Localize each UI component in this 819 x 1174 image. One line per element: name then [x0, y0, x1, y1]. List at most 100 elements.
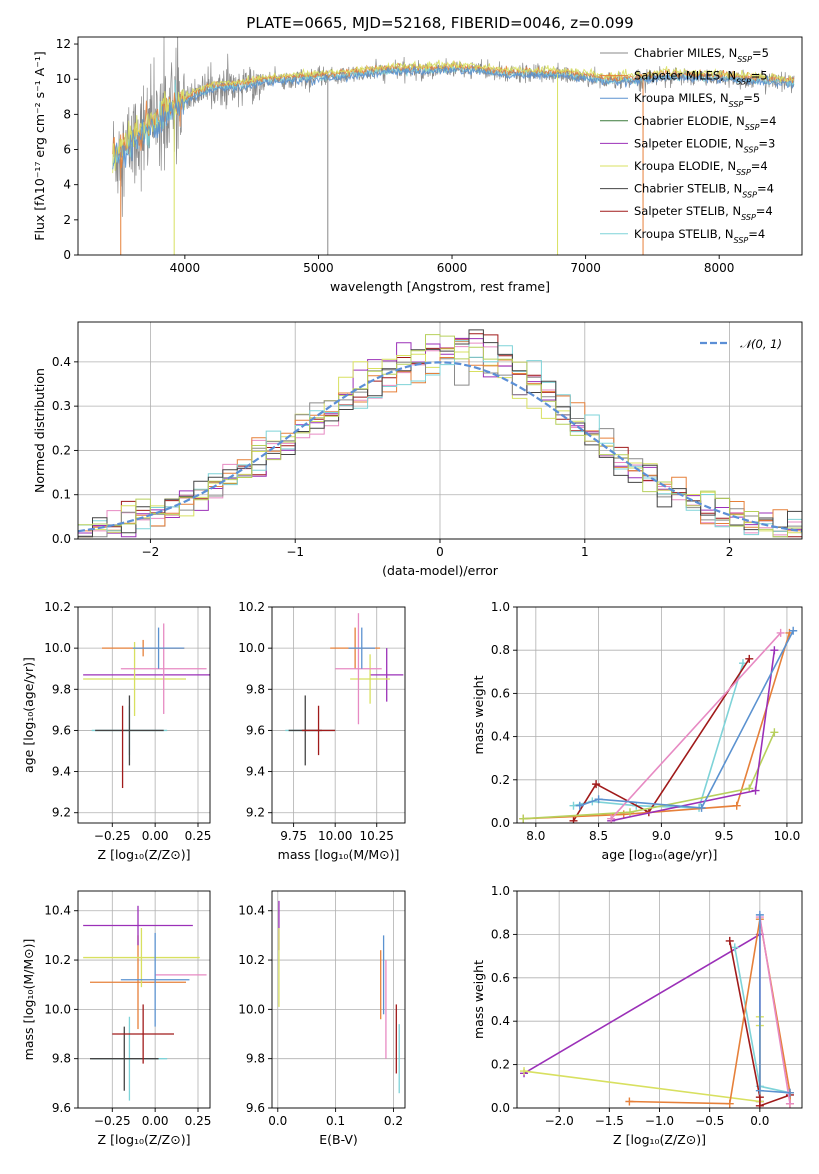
- weight-vs-age-xtick-label: 8.5: [589, 829, 608, 843]
- mass-vs-z-ytick-label: 9.8: [52, 1052, 71, 1066]
- weight-series-marker: [592, 780, 601, 789]
- legend-label: Kroupa ELODIE, NSSP=4: [634, 159, 768, 177]
- weight-series-marker: [785, 1088, 794, 1097]
- mass-vs-ebv-points: [278, 900, 400, 1094]
- weight-vs-z-ytick-label: 0.4: [491, 1014, 510, 1028]
- weight-vs-z-lines: [520, 910, 794, 1108]
- weight-series-marker: [755, 910, 764, 919]
- mass-vs-z-ylabel: mass [log₁₀(M/M⊙)]: [21, 939, 36, 1061]
- mass-vs-z-points: [83, 905, 207, 1101]
- mass-vs-ebv-xtick-label: 0.0: [268, 1114, 287, 1128]
- residuals-ytick-label: 0.1: [52, 488, 71, 502]
- legend-label: Salpeter MILES, NSSP=5: [634, 69, 768, 87]
- legend-label: Kroupa STELIB, NSSP=4: [634, 227, 765, 245]
- age-vs-mass-xlabel: mass [log₁₀(M/M⊙)]: [278, 847, 400, 862]
- mass-vs-ebv-grid: [272, 891, 405, 1109]
- spectrum-ytick-label: 10: [56, 72, 71, 86]
- spectrum-ytick-label: 6: [63, 143, 71, 157]
- weight-vs-z-xtick-label: −1.5: [595, 1114, 624, 1128]
- residuals-xtick-label: 0: [436, 545, 444, 559]
- legend-label: Kroupa MILES, NSSP=5: [634, 91, 760, 109]
- age-vs-mass-frame: [271, 606, 406, 824]
- weight-vs-age-ytick-label: 1.0: [491, 600, 510, 614]
- weight-vs-age-ytick-label: 0.8: [491, 643, 510, 657]
- mass-vs-z-grid: [78, 891, 210, 1109]
- age-vs-z-xtick-label: −0.25: [94, 829, 131, 843]
- weight-vs-z-xtick-label: 0.0: [750, 1114, 769, 1128]
- weight-series-marker: [575, 801, 584, 810]
- mass-vs-ebv-xtick-label: 0.1: [326, 1114, 345, 1128]
- spectrum-xtick-label: 6000: [437, 261, 468, 275]
- legend-label: Chabrier ELODIE, NSSP=4: [634, 114, 776, 132]
- weight-series-marker: [770, 646, 779, 655]
- legend-label: 𝒩(0, 1): [740, 337, 782, 351]
- age-vs-z-ytick-label: 9.8: [52, 682, 71, 696]
- spectrum-xtick-label: 7000: [570, 261, 601, 275]
- spectrum-xlabel: wavelength [Angstrom, rest frame]: [330, 279, 550, 294]
- weight-series-marker: [619, 810, 628, 819]
- mass-vs-z-xtick-label: −0.25: [94, 1114, 131, 1128]
- age-vs-mass-ytick-label: 10.2: [238, 600, 265, 614]
- weight-series-line: [759, 916, 791, 1104]
- figure-title: PLATE=0665, MJD=52168, FIBERID=0046, z=0…: [246, 14, 633, 32]
- residuals-hist: [78, 329, 802, 538]
- residuals-ylabel: Normed distribution: [32, 368, 47, 493]
- weight-series-marker: [770, 728, 779, 737]
- mass-vs-ebv-ytick-label: 10.0: [238, 1002, 265, 1016]
- weight-series-marker: [594, 795, 603, 804]
- spectrum-ytick-label: 2: [63, 213, 71, 227]
- residuals-axes: −2 −1 0 1 2 0.0 0.1 0.2 0.3 0.4 (data-model)/error…: [32, 322, 802, 578]
- weight-series-marker: [755, 1086, 764, 1095]
- weight-series-marker: [519, 814, 528, 823]
- legend-label: Chabrier MILES, NSSP=5: [634, 46, 769, 64]
- residuals-ytick-label: 0.3: [52, 399, 71, 413]
- weight-series-marker: [725, 936, 734, 945]
- weight-vs-z-xtick-label: −0.5: [695, 1114, 724, 1128]
- weight-series-marker: [730, 943, 739, 952]
- weight-series-marker: [625, 808, 634, 817]
- spectrum-lines: [112, 37, 795, 255]
- spectrum-ytick-label: 12: [56, 37, 71, 51]
- weight-series-marker: [751, 786, 760, 795]
- mass-vs-z-xlabel: Z [log₁₀(Z/Z⊙)]: [98, 1132, 191, 1147]
- residuals-ytick-label: 0.0: [52, 532, 71, 546]
- spectrum-ytick-label: 8: [63, 107, 71, 121]
- weight-vs-z-ytick-label: 0.6: [491, 971, 510, 985]
- weight-series-marker: [520, 1067, 529, 1076]
- residuals-xtick-label: −2: [142, 545, 160, 559]
- mass-vs-ebv-xtick-label: 0.2: [384, 1114, 403, 1128]
- age-vs-mass-xtick-label: 10.25: [360, 829, 394, 843]
- residuals-xlabel: (data-model)/error: [382, 563, 499, 578]
- legend-label: Salpeter ELODIE, NSSP=3: [634, 136, 775, 154]
- residuals-hist-series: [78, 329, 802, 538]
- weight-vs-z-ytick-label: 0.0: [491, 1101, 510, 1115]
- spectrum-ytick-label: 0: [63, 248, 71, 262]
- spectrum-frame: [77, 36, 803, 256]
- spectrum-xtick-label: 5000: [303, 261, 334, 275]
- age-vs-z-ytick-label: 9.2: [52, 806, 71, 820]
- residuals-xtick-label: 2: [726, 545, 734, 559]
- age-vs-z-axes: −0.25 0.00 0.25 9.2 9.4 9.6 9.8 10.0 10.2 Z [log₁…: [21, 600, 211, 862]
- age-vs-mass-ytick-label: 10.0: [238, 641, 265, 655]
- residuals-frame: [77, 321, 803, 540]
- weight-series-line: [610, 632, 782, 820]
- residuals-ytick-label: 0.4: [52, 355, 71, 369]
- weight-vs-age-ytick-label: 0.0: [491, 816, 510, 830]
- age-vs-mass-grid: [272, 606, 405, 823]
- weight-series-line: [579, 630, 794, 809]
- weight-series-marker: [745, 654, 754, 663]
- age-vs-z-xlabel: Z [log₁₀(Z/Z⊙)]: [98, 847, 191, 862]
- weight-vs-z-ytick-label: 1.0: [491, 884, 510, 898]
- legend-label: Chabrier STELIB, NSSP=4: [634, 182, 774, 200]
- age-vs-z-xtick-label: 0.00: [142, 829, 169, 843]
- weight-series-line: [572, 658, 750, 822]
- spectrum-model-line: [112, 59, 795, 174]
- age-vs-mass-points: [285, 613, 404, 766]
- mass-vs-z-frame: [77, 890, 211, 1109]
- mass-vs-ebv-ytick-label: 10.2: [238, 953, 265, 967]
- age-vs-z-ytick-label: 9.4: [52, 765, 71, 779]
- weight-vs-age-ytick-label: 0.2: [491, 773, 510, 787]
- age-vs-mass-xtick-label: 10.00: [318, 829, 352, 843]
- age-vs-mass-ytick-label: 9.4: [246, 765, 265, 779]
- age-vs-z-points: [83, 623, 210, 789]
